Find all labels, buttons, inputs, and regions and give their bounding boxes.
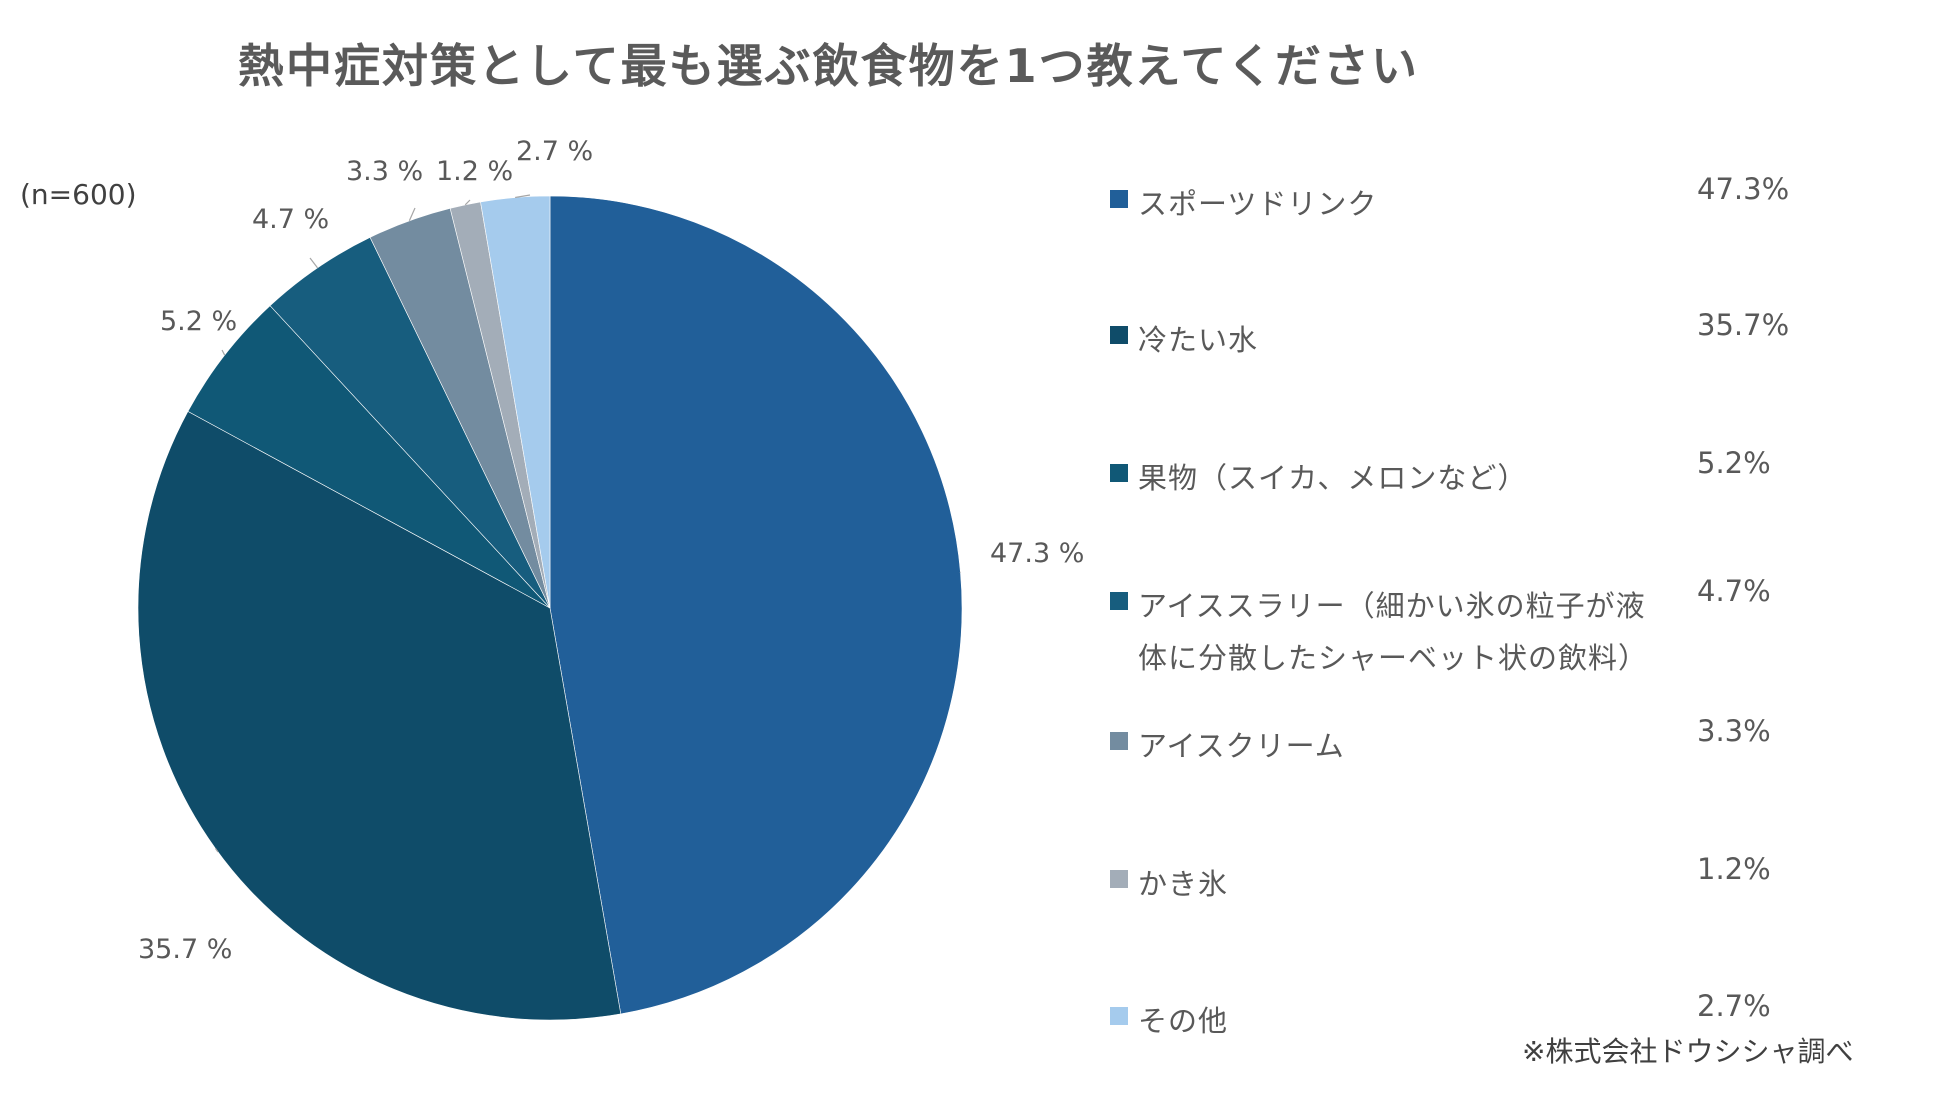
data-label-4: 4.7 % — [252, 204, 329, 235]
legend-label: その他 — [1138, 1004, 1229, 1038]
legend-swatch — [1110, 870, 1128, 888]
data-label-3: 5.2 % — [160, 306, 237, 337]
legend-value: 5.2% — [1697, 446, 1771, 480]
sample-size-note: (n=600) — [20, 178, 137, 211]
data-labels: 47.3 % 35.7 % 5.2 % 4.7 % 3.3 % 1.2 %2.7 % — [138, 136, 1084, 965]
leader-line-5 — [408, 207, 416, 221]
pie-slice-1 — [549, 195, 963, 1015]
leader-line-7 — [515, 194, 531, 199]
pie-chart: 47.3 % 35.7 % 5.2 % 4.7 % 3.3 % 1.2 %2.7 % — [137, 136, 1084, 1021]
legend-value: 4.7% — [1697, 574, 1771, 608]
leader-line-3 — [221, 349, 226, 356]
source-note: ※株式会社ドウシシャ調べ — [1522, 1035, 1854, 1068]
data-label-1: 47.3 % — [990, 538, 1084, 569]
data-label-6: 1.2 % — [436, 156, 513, 187]
leader-line-4 — [309, 257, 319, 269]
legend-value: 35.7% — [1697, 308, 1790, 342]
legend-swatch — [1110, 190, 1128, 208]
legend-label: アイスクリーム — [1138, 729, 1345, 763]
legend-swatch — [1110, 464, 1128, 482]
legend-value: 47.3% — [1697, 172, 1790, 206]
legend: スポーツドリンク 47.3% 冷たい水 35.7% 果物（スイカ、メロンなど） 5.2% ア… — [1110, 0, 1810, 1098]
leader-lines — [214, 194, 961, 853]
pie-slice-7 — [480, 195, 551, 609]
chart-title: 熱中症対策として最も選ぶ飲食物を1つ教えてください — [238, 39, 1419, 93]
data-label-5: 3.3 % — [346, 156, 423, 187]
legend-label: スポーツドリンク — [1138, 187, 1378, 221]
legend-label: アイススラリー（細かい氷の粒子が液体に分散したシャーベット状の飲料） — [1138, 589, 1649, 675]
legend-value: 2.7% — [1697, 989, 1771, 1023]
legend-swatch — [1110, 1007, 1128, 1025]
legend-value: 3.3% — [1697, 714, 1771, 748]
legend-swatch — [1110, 732, 1128, 750]
data-label-2: 35.7 % — [138, 934, 232, 965]
leader-line-6 — [464, 199, 471, 206]
legend-swatch — [1110, 592, 1128, 610]
pie-slices — [137, 195, 963, 1021]
legend-label: 果物（スイカ、メロンなど） — [1138, 461, 1528, 495]
legend-swatch — [1110, 326, 1128, 344]
legend-label: かき氷 — [1138, 867, 1229, 901]
leader-line-2 — [214, 848, 219, 853]
legend-label: 冷たい水 — [1138, 323, 1259, 357]
data-label-7: 2.7 % — [516, 136, 593, 167]
legend-value: 1.2% — [1697, 852, 1771, 886]
